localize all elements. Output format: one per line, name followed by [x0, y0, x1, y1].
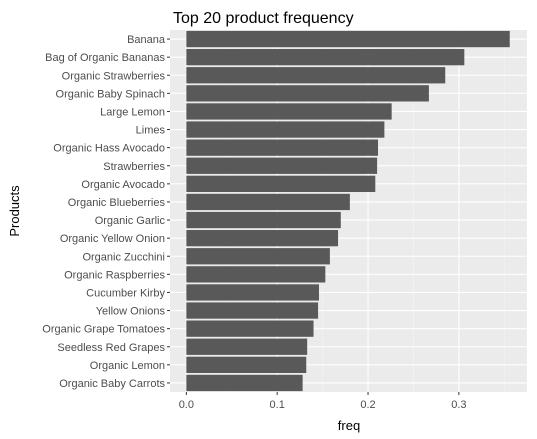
x-tick-label: 0.2 — [360, 399, 375, 411]
y-tick-label: Organic Lemon — [90, 360, 165, 372]
bars — [186, 30, 510, 392]
bar — [186, 139, 379, 156]
bar — [186, 30, 510, 48]
y-tick-label: Cucumber Kirby — [86, 287, 165, 299]
y-tick-label: Organic Baby Carrots — [59, 378, 165, 390]
x-tick-label: 0.0 — [179, 399, 194, 411]
bar — [186, 211, 341, 229]
y-tick-label: Organic Grape Tomatoes — [42, 324, 165, 336]
y-tick-label: Organic Yellow Onion — [60, 233, 165, 245]
y-tick-label: Organic Strawberries — [62, 70, 166, 82]
y-tick-label: Organic Raspberries — [64, 269, 165, 281]
y-tick-label: Yellow Onions — [96, 306, 166, 318]
y-tick-label: Limes — [136, 125, 166, 137]
bar — [186, 356, 307, 373]
bar — [186, 103, 392, 120]
bar — [186, 284, 319, 301]
y-tick-label: Organic Avocado — [81, 179, 165, 191]
y-tick-label: Organic Zucchini — [82, 251, 165, 263]
y-tick-label: Large Lemon — [100, 106, 165, 118]
x-tick-label: 0.3 — [451, 399, 466, 411]
bar — [186, 230, 339, 247]
bar — [186, 248, 330, 265]
bar — [186, 175, 376, 192]
bar — [186, 85, 429, 102]
y-axis: Banana Bag of Organic Bananas Organic Stra… — [42, 34, 170, 390]
bar — [186, 338, 308, 355]
bar — [186, 266, 326, 283]
bar — [186, 302, 319, 319]
y-tick-label: Organic Garlic — [95, 215, 166, 227]
bar — [186, 121, 385, 138]
y-tick-label: Bag of Organic Bananas — [45, 52, 165, 64]
plot-panel — [170, 30, 527, 392]
y-tick-label: Seedless Red Grapes — [57, 342, 165, 354]
bar — [186, 67, 446, 84]
chart-title: Top 20 product frequency — [173, 10, 354, 27]
bar — [186, 49, 465, 66]
y-axis-title: Products — [7, 185, 22, 237]
bar — [186, 320, 314, 337]
bar — [186, 193, 350, 211]
y-tick-label: Organic Baby Spinach — [56, 88, 165, 100]
x-tick-label: 0.1 — [270, 399, 285, 411]
y-tick-label: Organic Blueberries — [68, 197, 166, 209]
y-tick-label: Banana — [127, 34, 166, 46]
y-tick-label: Organic Hass Avocado — [53, 143, 165, 155]
x-axis: 0.0 0.1 0.2 0.3 — [179, 392, 467, 411]
bar — [186, 157, 378, 174]
bar — [186, 374, 303, 392]
x-axis-title: freq — [338, 418, 360, 433]
y-tick-label: Strawberries — [103, 161, 165, 173]
